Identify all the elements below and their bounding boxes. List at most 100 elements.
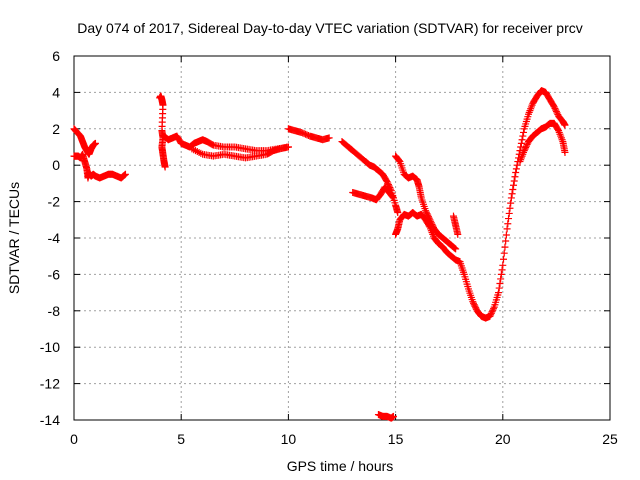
data-point xyxy=(487,309,495,317)
data-point xyxy=(121,170,129,178)
data-point xyxy=(508,190,516,198)
data-point xyxy=(520,128,528,136)
data-point xyxy=(120,172,128,180)
series-prn-f xyxy=(284,125,333,144)
data-point xyxy=(496,280,504,287)
series-prn-i xyxy=(374,411,397,422)
series-prn-j xyxy=(392,152,460,253)
y-tick-label: -2 xyxy=(48,194,61,210)
data-point xyxy=(523,141,531,149)
data-point xyxy=(423,210,431,218)
y-tick-label: -12 xyxy=(40,376,60,392)
data-point xyxy=(500,249,508,257)
data-point xyxy=(471,302,479,310)
data-point xyxy=(553,109,561,117)
data-point xyxy=(513,161,521,169)
y-tick-label: -6 xyxy=(48,266,61,282)
data-point xyxy=(451,244,459,252)
data-point xyxy=(325,134,333,142)
data-point xyxy=(389,194,397,202)
y-tick-label: 4 xyxy=(52,84,60,100)
data-point xyxy=(522,142,530,150)
data-point xyxy=(91,139,99,147)
data-point xyxy=(512,168,520,176)
data-point xyxy=(452,245,460,253)
data-point xyxy=(284,143,292,151)
y-tick-label: -10 xyxy=(40,339,60,355)
data-point xyxy=(502,237,510,245)
data-point xyxy=(470,301,478,309)
data-point xyxy=(510,181,518,189)
x-tick-label: 20 xyxy=(495,431,511,447)
data-point xyxy=(422,208,430,216)
series-prn-m xyxy=(456,87,569,322)
y-tick-label: -4 xyxy=(48,230,61,246)
x-tick-label: 0 xyxy=(70,431,78,447)
data-point xyxy=(503,225,511,233)
axis-ticks: 0 5 10 15 20 25 -14 -12 -10 -8 -6 -4 -2 0 2 4 6 xyxy=(40,48,618,447)
data-point xyxy=(519,132,527,140)
data-point xyxy=(522,144,530,152)
data-point xyxy=(495,284,503,292)
series-prn-k xyxy=(392,209,464,266)
series-prn-l xyxy=(449,212,462,238)
data-point xyxy=(505,215,513,223)
data-point xyxy=(506,204,514,212)
grid-lines xyxy=(74,56,610,420)
y-axis-label: SDTVAR / TECUs xyxy=(6,182,22,294)
data-point xyxy=(499,261,507,269)
data-point xyxy=(509,185,517,193)
data-point xyxy=(550,103,558,111)
y-tick-label: 6 xyxy=(52,48,60,64)
x-tick-label: 10 xyxy=(281,431,297,447)
data-point xyxy=(487,311,495,319)
data-point xyxy=(425,222,433,230)
data-point xyxy=(520,147,528,155)
data-point xyxy=(500,255,508,263)
data-point xyxy=(389,193,397,201)
data-point xyxy=(497,275,505,283)
data-point xyxy=(554,125,562,133)
data-point xyxy=(395,157,403,165)
x-axis-label: GPS time / hours xyxy=(287,458,394,474)
chart-title: Day 074 of 2017, Sidereal Day-to-day VTE… xyxy=(77,20,583,36)
x-tick-label: 25 xyxy=(602,431,618,447)
data-point xyxy=(511,173,519,181)
data-point xyxy=(517,143,525,151)
data-point xyxy=(561,121,569,129)
data-point xyxy=(161,163,169,171)
data-point xyxy=(486,312,494,320)
series-prn-e xyxy=(188,143,292,162)
data-point xyxy=(505,209,513,217)
data-point xyxy=(384,179,392,187)
data-point xyxy=(507,199,515,207)
y-tick-label: 2 xyxy=(52,121,60,137)
data-point xyxy=(518,136,526,144)
data-point xyxy=(510,177,518,185)
data-point xyxy=(561,148,569,156)
data-point xyxy=(504,220,512,228)
data-point xyxy=(490,305,498,313)
data-point xyxy=(521,145,529,153)
data-point xyxy=(497,270,505,278)
data-point xyxy=(507,194,515,202)
data-point xyxy=(488,308,496,316)
data-point xyxy=(552,108,560,116)
data-point xyxy=(489,306,497,314)
data-point xyxy=(383,178,391,186)
y-tick-label: -8 xyxy=(48,303,61,319)
data-point xyxy=(502,231,510,239)
series-prn-b xyxy=(70,150,129,182)
data-point xyxy=(121,171,129,179)
data-point xyxy=(501,243,509,251)
y-tick-label: -14 xyxy=(40,412,60,428)
data-point xyxy=(498,266,506,274)
data-point xyxy=(394,209,402,217)
x-tick-label: 15 xyxy=(388,431,404,447)
y-tick-label: 0 xyxy=(52,157,60,173)
series-prn-g xyxy=(338,138,402,217)
data-point xyxy=(422,207,430,215)
data-points xyxy=(70,87,569,422)
